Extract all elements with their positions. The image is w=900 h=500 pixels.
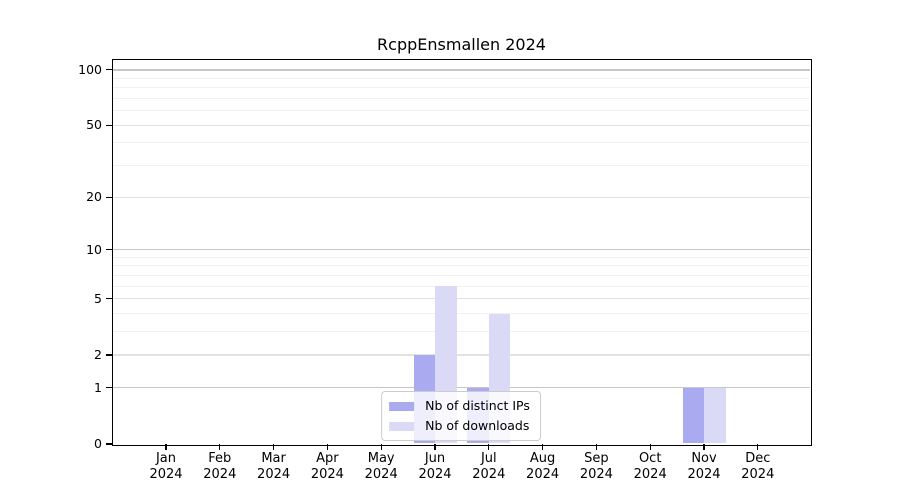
x-tick-year: 2024 xyxy=(579,466,613,482)
bar-distinct-ips xyxy=(682,387,704,444)
x-tick-label: Jan 2024 xyxy=(138,451,194,482)
y-tick-label: 20 xyxy=(86,189,102,205)
gridline-major xyxy=(113,69,810,71)
y-tick-label: 0 xyxy=(94,436,102,451)
y-tick-label: 100 xyxy=(78,61,102,77)
gridline-minor xyxy=(113,256,810,258)
x-tick-month: Jun xyxy=(424,451,446,466)
gridline-minor xyxy=(113,110,810,112)
x-tick-year: 2024 xyxy=(418,466,452,482)
x-tick xyxy=(541,444,544,450)
gridline-minor xyxy=(113,165,810,167)
gridline-minor xyxy=(113,77,810,79)
x-tick-label: Feb 2024 xyxy=(192,451,248,482)
x-tick-month: Feb xyxy=(208,451,232,466)
y-tick xyxy=(106,354,113,356)
y-tick-label: 2 xyxy=(94,346,102,362)
x-tick-label: May 2024 xyxy=(353,451,409,482)
x-tick-month: Nov xyxy=(691,451,717,466)
x-tick xyxy=(219,444,221,450)
x-tick-label: Sep 2024 xyxy=(568,451,624,482)
y-tick-label: 5 xyxy=(94,290,102,306)
gridline-major xyxy=(113,249,810,251)
x-tick-month: Mar xyxy=(261,451,286,466)
gridline-minor xyxy=(113,87,810,89)
legend-item: Nb of distinct IPs xyxy=(389,398,530,414)
x-tick xyxy=(757,444,759,450)
gridline-minor xyxy=(113,142,810,144)
x-tick-month: Jan xyxy=(155,451,177,466)
gridline-minor xyxy=(113,97,810,99)
x-tick-label: Oct 2024 xyxy=(622,451,678,482)
gridline-mid xyxy=(113,124,810,126)
x-tick-year: 2024 xyxy=(257,466,291,482)
gridline-mid xyxy=(113,298,810,300)
x-tick-month: Oct xyxy=(638,451,662,466)
x-tick-year: 2024 xyxy=(687,466,721,482)
gridline-mid xyxy=(113,196,810,198)
legend-item: Nb of downloads xyxy=(389,418,530,434)
x-tick-year: 2024 xyxy=(526,466,560,482)
y-tick xyxy=(106,443,113,445)
legend: Nb of distinct IPs Nb of downloads xyxy=(381,391,541,441)
x-tick-year: 2024 xyxy=(633,466,667,482)
bar-downloads xyxy=(704,387,726,444)
x-tick xyxy=(595,444,598,450)
x-tick xyxy=(649,444,651,450)
x-tick-label: Nov 2024 xyxy=(676,451,732,482)
x-tick-label: Dec 2024 xyxy=(730,451,786,482)
x-tick-label: Jul 2024 xyxy=(461,451,517,482)
y-tick xyxy=(106,196,113,198)
x-tick xyxy=(326,444,329,450)
x-tick-year: 2024 xyxy=(741,466,775,482)
x-tick xyxy=(488,444,490,450)
x-tick-label: Aug 2024 xyxy=(515,451,571,482)
gridline-minor xyxy=(113,265,810,267)
x-tick-month: Apr xyxy=(316,451,339,466)
y-tick xyxy=(106,387,113,389)
gridline-minor xyxy=(113,313,810,314)
x-tick-month: Sep xyxy=(584,451,609,466)
x-tick-year: 2024 xyxy=(149,466,183,482)
x-tick-label: Jun 2024 xyxy=(407,451,463,482)
x-tick-label: Apr 2024 xyxy=(299,451,355,482)
gridline-minor xyxy=(113,285,810,287)
x-tick-month: May xyxy=(367,451,395,466)
x-tick xyxy=(434,444,436,450)
y-tick xyxy=(106,298,113,300)
x-tick xyxy=(165,444,167,450)
legend-swatch-icon xyxy=(389,401,415,411)
gridline-minor xyxy=(113,331,810,333)
x-tick-month: Jul xyxy=(480,451,497,466)
y-tick xyxy=(106,69,113,71)
x-tick-year: 2024 xyxy=(203,466,237,482)
x-tick-month: Aug xyxy=(529,451,556,466)
legend-label: Nb of distinct IPs xyxy=(425,398,530,413)
y-tick xyxy=(106,248,113,251)
gridline-minor xyxy=(113,274,810,276)
x-tick xyxy=(703,444,705,450)
x-tick-month: Dec xyxy=(745,451,771,466)
y-tick-label: 50 xyxy=(86,117,102,133)
x-tick-year: 2024 xyxy=(364,466,398,482)
x-tick-year: 2024 xyxy=(310,466,344,482)
legend-swatch-icon xyxy=(389,421,415,431)
gridline-major xyxy=(113,387,810,389)
legend-label: Nb of downloads xyxy=(425,418,530,433)
x-tick-label: Mar 2024 xyxy=(246,451,302,482)
gridline-mid xyxy=(113,354,810,356)
y-tick-label: 1 xyxy=(94,379,102,395)
y-tick xyxy=(106,124,113,126)
chart-title: RcppEnsmallen 2024 xyxy=(377,35,546,54)
x-tick-year: 2024 xyxy=(472,466,506,482)
x-tick xyxy=(272,444,275,450)
y-tick-label: 10 xyxy=(86,241,102,257)
x-tick xyxy=(380,444,382,450)
